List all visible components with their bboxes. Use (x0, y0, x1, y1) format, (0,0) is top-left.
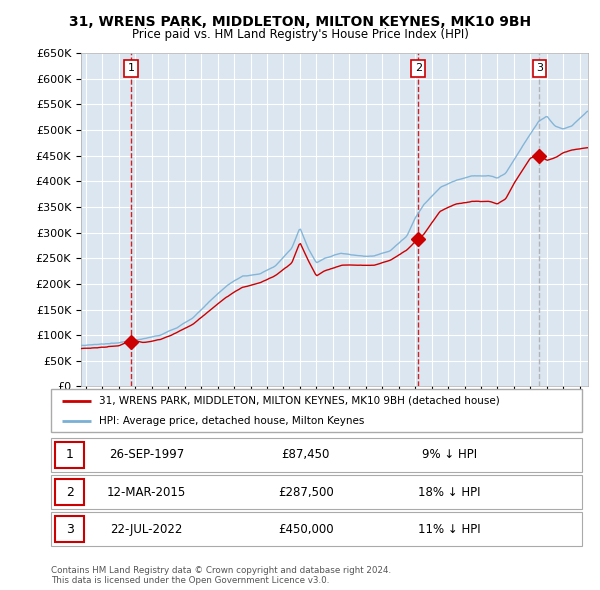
Text: Price paid vs. HM Land Registry's House Price Index (HPI): Price paid vs. HM Land Registry's House … (131, 28, 469, 41)
Bar (55, 479, 85, 505)
Text: 1: 1 (66, 448, 74, 461)
Text: 31, WRENS PARK, MIDDLETON, MILTON KEYNES, MK10 9BH: 31, WRENS PARK, MIDDLETON, MILTON KEYNES… (69, 15, 531, 30)
Bar (55, 516, 85, 542)
Text: 3: 3 (536, 64, 543, 74)
Text: HPI: Average price, detached house, Milton Keynes: HPI: Average price, detached house, Milt… (99, 417, 364, 426)
Text: 9% ↓ HPI: 9% ↓ HPI (422, 448, 477, 461)
Text: Contains HM Land Registry data © Crown copyright and database right 2024.
This d: Contains HM Land Registry data © Crown c… (51, 566, 391, 585)
Text: 3: 3 (66, 523, 74, 536)
Bar (55, 442, 85, 468)
Text: 22-JUL-2022: 22-JUL-2022 (110, 523, 183, 536)
Text: 12-MAR-2015: 12-MAR-2015 (107, 486, 186, 499)
Text: 31, WRENS PARK, MIDDLETON, MILTON KEYNES, MK10 9BH (detached house): 31, WRENS PARK, MIDDLETON, MILTON KEYNES… (99, 396, 500, 406)
Text: 18% ↓ HPI: 18% ↓ HPI (418, 486, 481, 499)
Text: 26-SEP-1997: 26-SEP-1997 (109, 448, 184, 461)
Text: £87,450: £87,450 (281, 448, 330, 461)
Text: 2: 2 (415, 64, 422, 74)
Text: 1: 1 (127, 64, 134, 74)
Text: 11% ↓ HPI: 11% ↓ HPI (418, 523, 481, 536)
Text: £450,000: £450,000 (278, 523, 334, 536)
Text: £287,500: £287,500 (278, 486, 334, 499)
Text: 2: 2 (66, 486, 74, 499)
